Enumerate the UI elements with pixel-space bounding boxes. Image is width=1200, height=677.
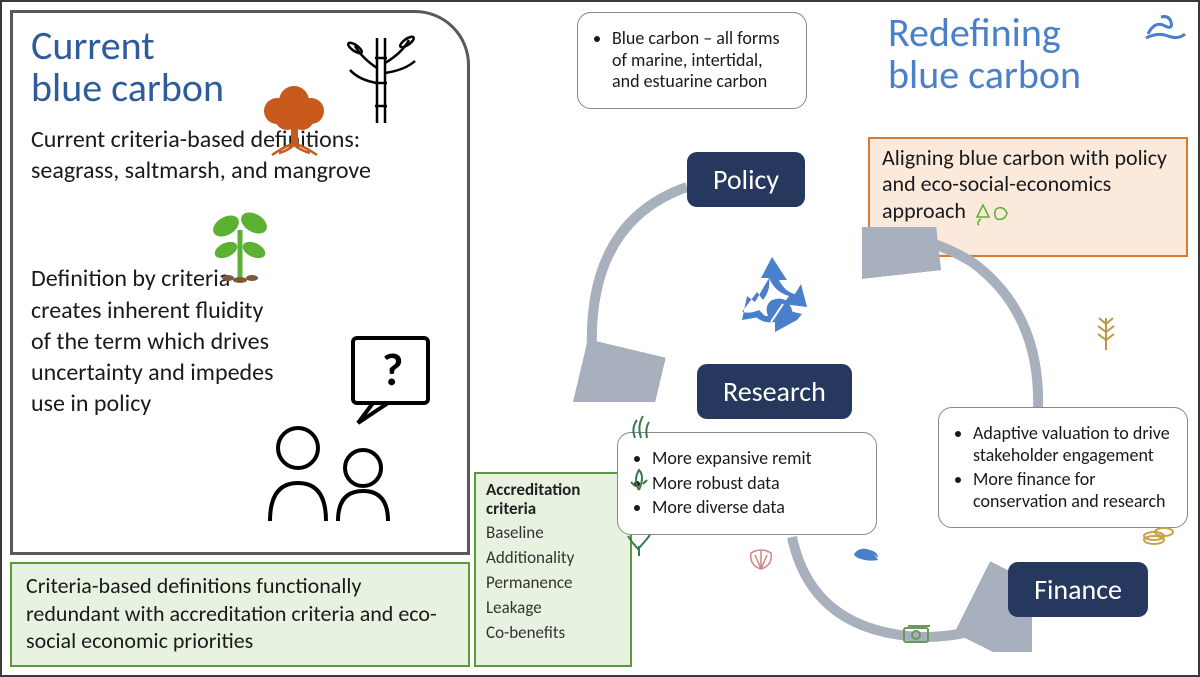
research-info-box: More expansive remit More robust data Mo… [617,432,877,535]
wave-icon [1143,12,1188,42]
arrow-finance-to-policy [862,227,1062,437]
research-bullet: More diverse data [652,497,860,519]
finance-bullet: Adaptive valuation to drive stakeholder … [973,423,1171,466]
sprout-icon [208,208,273,283]
recycle-leaf-icon [727,252,817,342]
shell-icon [747,547,775,571]
whale-icon [850,542,882,564]
current-para-1: Current criteria-based definitions: seag… [31,124,449,186]
svg-text:?: ? [382,342,403,398]
coral-icon [624,532,654,558]
research-label-text: Research [723,374,826,409]
current-blue-carbon-panel: Current blue carbon Current criteria-bas… [10,10,470,555]
current-para-2: Definition by criteria creates inherent … [31,263,281,419]
finance-bullet: More finance for conservation and resear… [973,469,1171,512]
grain-icon [1092,312,1120,352]
research-bullet: More expansive remit [652,448,860,470]
tree-icon [257,83,332,158]
kelp-icon [627,462,653,492]
policy-bullet: Blue carbon – all forms of marine, inter… [612,28,790,93]
accred-title: Accreditation criteria [486,481,620,518]
green-footer-box: Criteria-based definitions functionally … [10,562,470,667]
finance-info-box: Adaptive valuation to drive stakeholder … [938,407,1188,528]
coins-icon [1142,522,1176,548]
title-line-2: blue carbon [31,63,224,112]
bamboo-icon [347,28,417,123]
accred-item: Permanence [486,572,620,593]
accred-item: Co-benefits [486,622,620,643]
research-bullet: More robust data [652,473,860,495]
cycle-small-icon [971,199,1011,227]
cash-icon [902,622,934,644]
policy-badge: Policy [687,152,805,207]
finance-label-text: Finance [1034,572,1122,607]
orange-text: Aligning blue carbon with policy and eco… [882,144,1167,224]
policy-label-text: Policy [713,162,779,197]
research-badge: Research [697,364,852,419]
accred-item: Baseline [486,522,620,543]
accred-item: Additionality [486,547,620,568]
green-footer-text: Criteria-based definitions functionally … [26,572,437,654]
accred-item: Leakage [486,597,620,618]
policy-info-box: Blue carbon – all forms of marine, inter… [577,12,807,109]
seaweed-icon [627,412,655,440]
finance-badge: Finance [1008,562,1148,617]
people-question-icon: ? [258,333,438,523]
title-line-2: blue carbon [888,50,1081,99]
accreditation-box: Accreditation criteria Baseline Addition… [474,472,632,667]
